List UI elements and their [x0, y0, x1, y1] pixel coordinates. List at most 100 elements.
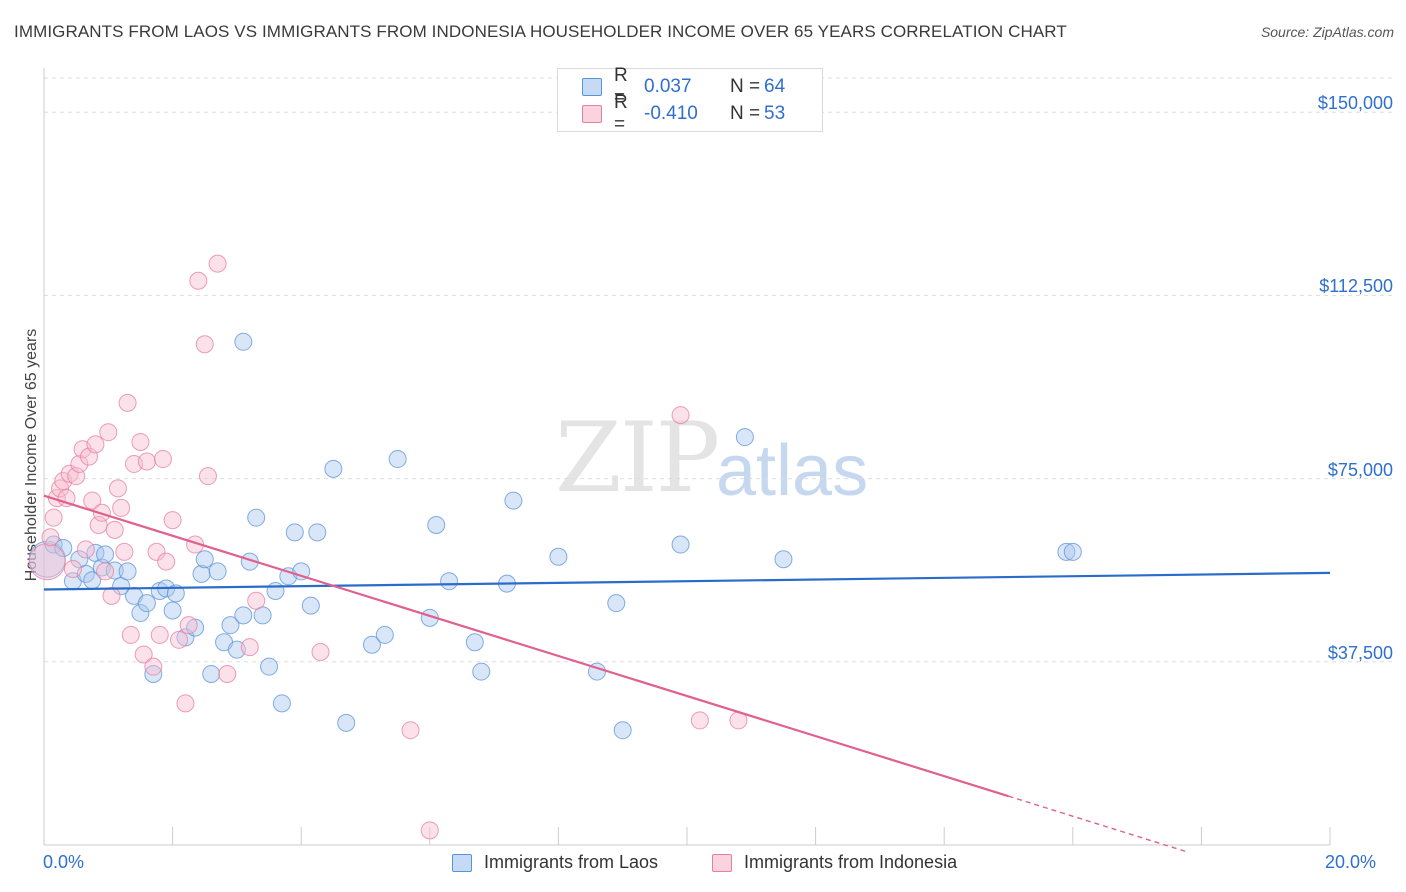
indonesia-point-20: [102, 586, 121, 605]
indonesia-point-8: [63, 559, 82, 578]
indonesia-point-35: [157, 552, 176, 571]
indonesia-point-47: [247, 591, 266, 610]
indonesia-point-43: [198, 467, 217, 486]
laos-point-45: [362, 635, 381, 654]
indonesia-point-50: [420, 821, 439, 840]
legend-item-indonesia[interactable]: Immigrants from Indonesia: [712, 852, 957, 873]
y-tick-label-2: $112,500: [1319, 276, 1393, 297]
data-points: [28, 254, 1082, 840]
indonesia-point-1: [41, 528, 60, 547]
laos-n-value: 64: [764, 76, 786, 97]
indonesia-point-30: [137, 452, 156, 471]
axes: [43, 68, 1331, 846]
laos-point-42: [308, 523, 327, 542]
laos-point-47: [388, 450, 407, 469]
indonesia-legend-label: Immigrants from Indonesia: [744, 852, 958, 872]
laos-point-50: [440, 572, 459, 591]
indonesia-point-10: [70, 454, 89, 473]
laos-point-57: [607, 594, 626, 613]
laos-point-35: [260, 657, 279, 676]
laos-point-19: [163, 601, 182, 620]
laos-point-26: [208, 562, 227, 581]
laos-point-44: [337, 713, 356, 732]
laos-point-33: [247, 508, 266, 527]
x-tick-label-min: 0.0%: [43, 852, 85, 872]
laos-point-31: [234, 332, 253, 351]
series-legend: Immigrants from Laos Immigrants from Ind…: [0, 852, 1406, 878]
indonesia-point-31: [144, 657, 163, 676]
indonesia-point-37: [170, 630, 189, 649]
indonesia-point-33: [150, 625, 169, 644]
indonesia-point-34: [153, 450, 172, 469]
laos-n-label: N =: [730, 76, 761, 97]
indonesia-r-value: -0.410: [644, 103, 698, 124]
laos-point-41: [301, 596, 320, 615]
indonesia-trend-line: [43, 494, 1009, 798]
chart-source: Source: ZipAtlas.com: [1260, 24, 1394, 40]
indonesia-point-36: [163, 511, 182, 530]
laos-point-16: [144, 665, 163, 684]
laos-swatch: [582, 78, 602, 96]
indonesia-point-46: [240, 638, 259, 657]
laos-point-52: [472, 662, 491, 681]
laos-point-39: [285, 523, 304, 542]
indonesia-point-0: [28, 543, 66, 581]
laos-point-15: [137, 594, 156, 613]
legend-row-indonesia: R = -0.410 N = 53: [582, 92, 786, 135]
indonesia-point-14: [83, 491, 102, 510]
indonesia-n-value: 53: [764, 103, 786, 124]
laos-point-51: [465, 633, 484, 652]
indonesia-point-38: [176, 694, 195, 713]
laos-point-10: [105, 561, 124, 580]
laos-point-43: [324, 459, 343, 478]
indonesia-point-41: [189, 271, 208, 290]
indonesia-point-23: [112, 498, 131, 517]
y-tick-label-1: $75,000: [1327, 459, 1393, 480]
laos-point-40: [292, 562, 311, 581]
laos-point-49: [427, 516, 446, 535]
laos-point-30: [234, 606, 253, 625]
laos-point-28: [221, 616, 240, 635]
laos-point-62: [1057, 542, 1076, 561]
chart-title: IMMIGRANTS FROM LAOS VS IMMIGRANTS FROM …: [14, 22, 1067, 41]
laos-point-12: [118, 562, 137, 581]
laos-point-60: [735, 428, 754, 447]
indonesia-point-22: [108, 479, 127, 498]
indonesia-point-44: [208, 254, 227, 273]
y-tick-label-3: $150,000: [1317, 93, 1393, 114]
indonesia-legend-swatch: [712, 853, 732, 872]
indonesia-point-18: [96, 562, 115, 581]
indonesia-point-39: [179, 616, 198, 635]
indonesia-point-26: [121, 625, 140, 644]
indonesia-point-32: [147, 542, 166, 561]
laos-point-20: [166, 584, 185, 603]
indonesia-point-42: [195, 335, 214, 354]
laos-point-54: [504, 491, 523, 510]
indonesia-r-label: R =: [614, 92, 628, 135]
legend-item-laos[interactable]: Immigrants from Laos: [452, 852, 658, 873]
laos-r-value: 0.037: [644, 76, 692, 97]
laos-legend-label: Immigrants from Laos: [484, 852, 659, 872]
laos-trend-line: [43, 571, 1331, 591]
indonesia-trend-extension: [1008, 795, 1189, 853]
legend-row-laos: R = 0.037 N = 64: [582, 65, 786, 108]
laos-point-58: [613, 721, 632, 740]
laos-point-25: [202, 665, 221, 684]
indonesia-point-12: [76, 540, 95, 559]
watermark-zip: ZIP: [555, 402, 720, 514]
correlation-legend: R = 0.037 N = 64 R = -0.410 N = 53: [557, 65, 823, 135]
indonesia-swatch: [582, 105, 602, 123]
laos-point-55: [549, 547, 568, 566]
laos-point-9: [96, 545, 115, 564]
indonesia-point-29: [134, 645, 153, 664]
indonesia-point-24: [115, 542, 134, 561]
laos-point-37: [272, 694, 291, 713]
x-tick-label-max: 20.0%: [1325, 852, 1377, 872]
indonesia-point-48: [311, 643, 330, 662]
indonesia-point-52: [690, 711, 709, 730]
indonesia-point-28: [131, 432, 150, 451]
indonesia-point-49: [401, 721, 420, 740]
laos-point-36: [266, 581, 285, 600]
laos-point-2: [54, 538, 73, 557]
